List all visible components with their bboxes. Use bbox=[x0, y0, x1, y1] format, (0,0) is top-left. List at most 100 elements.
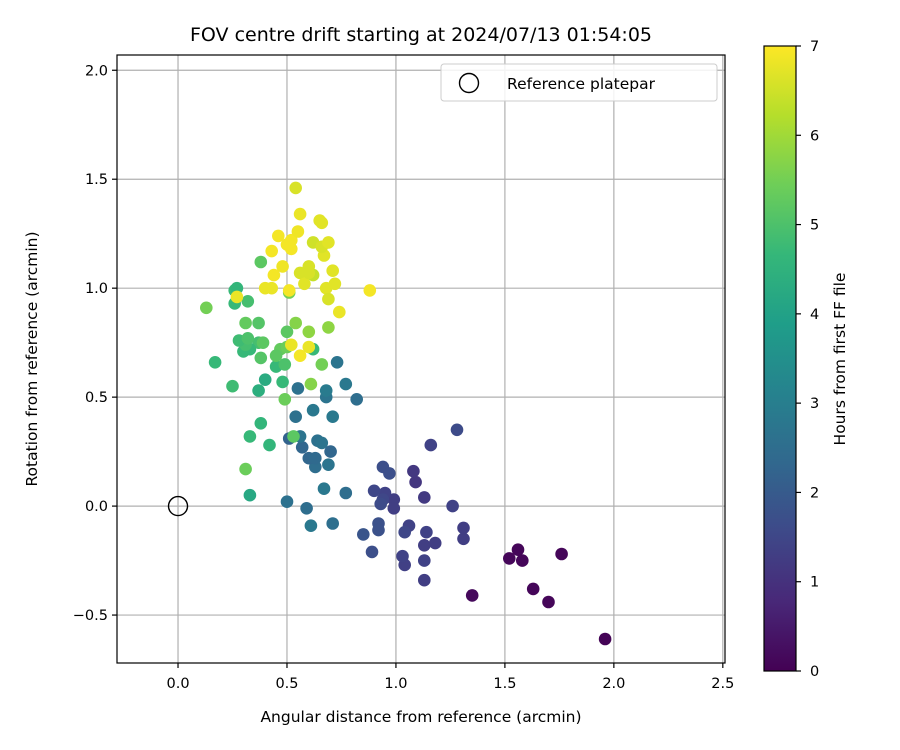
data-point bbox=[302, 340, 316, 354]
data-point bbox=[226, 379, 239, 393]
data-point bbox=[328, 277, 342, 291]
data-point bbox=[276, 260, 289, 273]
data-point bbox=[278, 358, 292, 371]
data-point bbox=[526, 582, 540, 596]
data-point bbox=[304, 519, 318, 532]
data-point bbox=[208, 356, 222, 369]
data-point bbox=[396, 549, 409, 563]
x-tick-label: 0.0 bbox=[166, 676, 189, 692]
data-point bbox=[365, 545, 379, 559]
data-point bbox=[289, 181, 303, 195]
data-point bbox=[269, 349, 283, 363]
data-point bbox=[503, 552, 516, 565]
data-point bbox=[418, 554, 431, 567]
data-point bbox=[542, 595, 555, 609]
data-point bbox=[424, 438, 438, 452]
colorbar-tick-label: 2 bbox=[810, 485, 819, 501]
x-tick-label: 1.5 bbox=[493, 676, 516, 692]
data-point bbox=[418, 491, 431, 504]
data-point bbox=[280, 325, 294, 339]
data-point bbox=[330, 356, 344, 369]
data-point bbox=[295, 441, 309, 454]
y-tick-label: 1.0 bbox=[85, 281, 108, 297]
data-point bbox=[254, 255, 268, 269]
data-point bbox=[326, 264, 340, 278]
data-point bbox=[258, 373, 272, 387]
data-point bbox=[372, 523, 385, 537]
data-point bbox=[287, 430, 300, 443]
x-tick-label: 2.0 bbox=[602, 676, 625, 692]
legend: Reference platepar bbox=[440, 63, 718, 102]
data-point bbox=[450, 423, 464, 437]
data-point bbox=[315, 216, 329, 230]
data-point bbox=[285, 338, 298, 352]
data-point bbox=[285, 242, 298, 256]
data-point bbox=[243, 488, 257, 502]
gridlines bbox=[117, 55, 725, 663]
data-point bbox=[302, 266, 316, 280]
data-point bbox=[446, 499, 459, 513]
data-points bbox=[167, 181, 612, 646]
data-point bbox=[289, 410, 303, 424]
data-point bbox=[322, 321, 335, 334]
data-point bbox=[511, 543, 525, 556]
data-point bbox=[300, 502, 313, 515]
data-point bbox=[418, 539, 431, 552]
y-tick-label: 0.0 bbox=[85, 499, 108, 515]
data-point bbox=[409, 475, 422, 489]
data-point bbox=[326, 410, 340, 424]
data-point bbox=[304, 377, 318, 391]
data-point bbox=[315, 358, 329, 371]
legend-label-reference-platepar: Reference platepar bbox=[507, 75, 656, 93]
data-point bbox=[516, 554, 529, 567]
data-point bbox=[252, 384, 265, 397]
data-point bbox=[280, 495, 294, 509]
colorbar-tick-label: 1 bbox=[810, 575, 819, 591]
data-point bbox=[383, 467, 396, 480]
data-point bbox=[293, 349, 307, 363]
data-point bbox=[374, 497, 388, 511]
data-point bbox=[367, 484, 381, 498]
x-axis-label: Angular distance from reference (arcmin) bbox=[260, 708, 581, 726]
data-point bbox=[302, 325, 316, 339]
data-point bbox=[420, 525, 433, 539]
data-point bbox=[398, 525, 412, 539]
data-point bbox=[306, 403, 320, 417]
data-point bbox=[407, 464, 420, 478]
colorbar-gradient bbox=[763, 45, 797, 672]
data-point bbox=[322, 458, 335, 472]
data-point bbox=[326, 517, 340, 530]
data-point bbox=[252, 316, 265, 330]
data-point bbox=[254, 417, 268, 430]
data-point bbox=[465, 589, 479, 602]
colorbar-label: Hours from first FF file bbox=[831, 273, 849, 446]
y-tick-label: −0.5 bbox=[73, 608, 108, 624]
data-point bbox=[200, 301, 213, 315]
colorbar-tick-label: 6 bbox=[810, 128, 819, 144]
data-point bbox=[278, 393, 292, 406]
data-point bbox=[428, 536, 442, 550]
data-point bbox=[339, 377, 353, 391]
data-point bbox=[276, 375, 289, 389]
data-point bbox=[387, 502, 401, 515]
plot-area: 0.0 0.5 1.0 1.5 2.0 2.5 −0.5 0.0 0.5 1.0 1.5 2.0 bbox=[73, 54, 734, 692]
y-tick-label: 2.0 bbox=[85, 63, 108, 79]
data-point bbox=[387, 493, 401, 506]
colorbar-tick-label: 0 bbox=[810, 664, 819, 680]
colorbar-tick-label: 3 bbox=[810, 396, 819, 412]
data-point bbox=[285, 233, 298, 247]
y-axis-label: Rotation from reference (arcmin) bbox=[23, 231, 41, 486]
data-point bbox=[239, 462, 252, 476]
data-point bbox=[319, 384, 333, 397]
y-axis-ticks: −0.5 0.0 0.5 1.0 1.5 2.0 bbox=[73, 63, 117, 624]
data-point bbox=[457, 532, 470, 546]
data-point bbox=[322, 236, 335, 249]
reference-platepar-marker bbox=[167, 495, 189, 517]
data-point bbox=[317, 482, 331, 496]
data-point bbox=[357, 528, 370, 541]
data-point bbox=[289, 316, 303, 330]
colorbar-ticks: 0 1 2 3 4 5 6 7 bbox=[796, 39, 819, 680]
x-tick-label: 1.0 bbox=[384, 676, 407, 692]
data-point bbox=[363, 284, 377, 297]
data-point bbox=[263, 438, 276, 452]
